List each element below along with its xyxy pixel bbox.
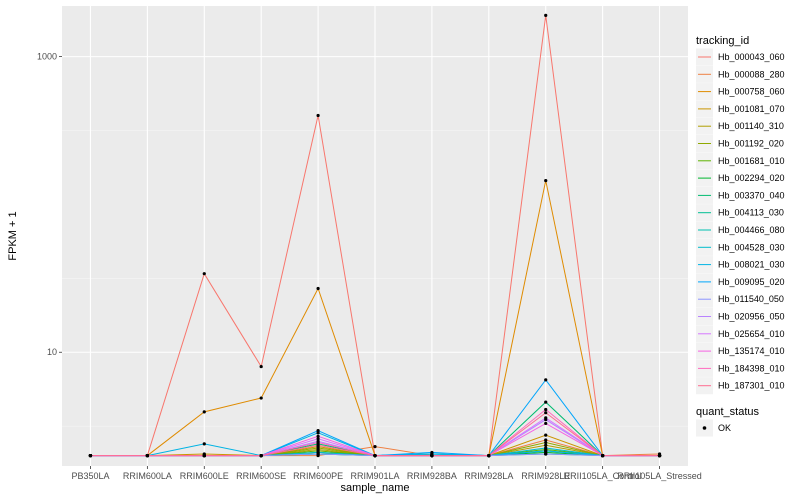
data-point	[259, 453, 263, 458]
legend-label: Hb_000043_060	[718, 52, 785, 62]
x-tick-label: RRIM600SE	[236, 471, 286, 481]
legend-label: Hb_001140_310	[718, 121, 784, 131]
data-point	[373, 444, 377, 449]
x-tick-label: PB350LA	[71, 471, 109, 481]
data-point	[544, 178, 548, 183]
legend-label: Hb_025654_010	[718, 329, 785, 339]
legend-label: Hb_135174_010	[718, 346, 785, 356]
legend-label: Hb_001192_020	[718, 139, 784, 149]
data-point	[544, 440, 548, 445]
data-point	[430, 450, 434, 455]
data-point	[544, 416, 548, 420]
legend-label: Hb_187301_010	[718, 381, 785, 391]
data-point	[316, 437, 320, 441]
data-point	[202, 453, 206, 458]
data-point	[544, 438, 548, 442]
legend-label: Hb_004528_030	[718, 242, 785, 252]
data-point	[487, 453, 491, 458]
x-tick-label: RRIM928BA	[407, 471, 457, 481]
data-point	[373, 453, 377, 458]
data-point	[316, 446, 320, 450]
data-point	[544, 407, 548, 412]
y-axis-ticks: 10 1000	[37, 52, 62, 357]
y-axis-title: FPKM + 1	[7, 211, 19, 260]
data-point	[259, 364, 263, 369]
data-point	[544, 449, 548, 453]
data-points	[88, 13, 662, 458]
data-point	[601, 453, 605, 458]
shape-legend-title: quant_status	[696, 406, 759, 418]
gridlines	[62, 6, 688, 466]
x-axis-ticks: PB350LA RRIM600LA RRIM600LE RRIM600SE RRIM60…	[71, 466, 702, 481]
legend-label: Hb_020956_050	[718, 312, 785, 322]
legend-label: Hb_001081_070	[718, 104, 785, 114]
legend-label: Hb_001681_010	[718, 156, 785, 166]
legend-label: Hb_011540_050	[718, 294, 784, 304]
shape-legend-swatch	[702, 426, 707, 430]
legend: tracking_id Hb_000043_060 Hb_000088_280 Hb…	[696, 35, 785, 437]
x-tick-label: RRIM901LA	[350, 471, 399, 481]
data-point	[544, 433, 548, 437]
x-tick-label: RRIM600PE	[293, 471, 343, 481]
data-point	[316, 452, 320, 456]
x-tick-label: RRIM600LE	[180, 471, 229, 481]
data-point	[544, 452, 548, 456]
x-tick-label: RRII105LA_Control	[564, 471, 642, 481]
y-tick-label: 10	[47, 347, 57, 357]
data-point	[544, 378, 548, 382]
data-point	[202, 442, 206, 446]
data-point	[316, 443, 320, 447]
legend-label: Hb_002294_020	[718, 173, 785, 183]
x-tick-label: RRIM928LE	[521, 471, 570, 481]
data-point	[544, 446, 548, 450]
data-point	[88, 453, 93, 458]
legend-label: Hb_008021_030	[718, 260, 785, 270]
data-point	[202, 410, 206, 414]
data-point	[145, 453, 149, 458]
legend-label: Hb_000758_060	[718, 87, 785, 97]
data-point	[316, 440, 320, 445]
data-point	[544, 13, 548, 18]
data-point	[316, 431, 320, 435]
data-point	[657, 453, 662, 458]
x-tick-label: RRII105LA_Stressed	[617, 471, 702, 481]
legend-label: Hb_184398_010	[718, 363, 785, 373]
data-point	[316, 434, 320, 438]
legend-label: Hb_003370_040	[718, 190, 785, 200]
shape-legend-label: OK	[718, 423, 731, 433]
data-point	[202, 272, 206, 276]
legend-label: Hb_000088_280	[718, 69, 785, 79]
x-tick-label: RRIM600LA	[123, 471, 172, 481]
data-point	[544, 421, 548, 426]
data-point	[316, 286, 320, 291]
y-tick-label: 1000	[37, 52, 57, 62]
data-point	[430, 453, 434, 458]
data-point	[544, 411, 548, 415]
legend-label: Hb_004113_030	[718, 208, 784, 218]
legend-label: Hb_004466_080	[718, 225, 785, 235]
x-axis-title: sample_name	[340, 482, 409, 494]
data-point	[544, 443, 548, 447]
data-point	[316, 429, 320, 433]
data-point	[544, 400, 548, 404]
x-tick-label: RRIM928LA	[464, 471, 513, 481]
legend-title: tracking_id	[696, 35, 749, 47]
data-point	[259, 396, 263, 400]
data-point	[316, 113, 320, 118]
legend-label: Hb_009095_020	[718, 277, 785, 287]
